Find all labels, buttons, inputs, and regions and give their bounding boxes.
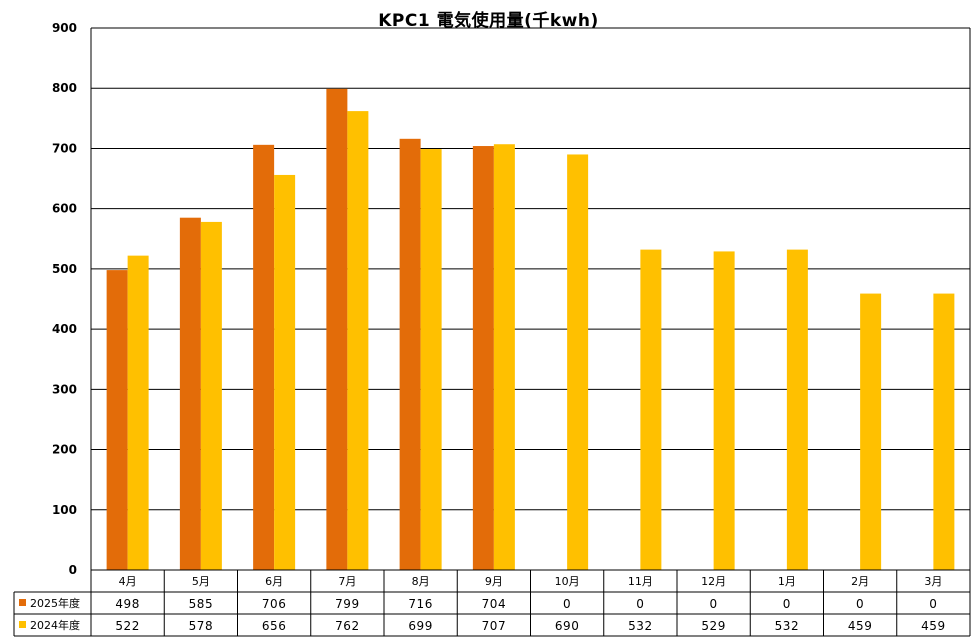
legend-label: 2024年度 bbox=[30, 618, 80, 632]
y-tick-label: 400 bbox=[52, 322, 77, 336]
data-label: 799 bbox=[335, 597, 359, 611]
bar-series2 bbox=[713, 251, 735, 570]
y-tick-label: 500 bbox=[52, 262, 77, 276]
bar-series2 bbox=[420, 149, 442, 570]
bar-series2 bbox=[347, 111, 369, 571]
y-tick-label: 0 bbox=[69, 563, 77, 577]
bar-series2 bbox=[860, 293, 882, 570]
bar-series2 bbox=[274, 174, 296, 571]
data-label: 459 bbox=[921, 619, 945, 633]
data-label: 529 bbox=[701, 619, 725, 633]
data-label: 585 bbox=[189, 597, 213, 611]
x-tick-label: 5月 bbox=[192, 575, 210, 588]
legend-swatch bbox=[19, 599, 26, 606]
data-label: 699 bbox=[408, 619, 432, 633]
legend-swatch bbox=[19, 621, 26, 628]
data-label: 0 bbox=[636, 597, 644, 611]
bar-series1 bbox=[326, 88, 348, 570]
bar-series1 bbox=[253, 144, 275, 570]
y-tick-label: 900 bbox=[52, 21, 77, 35]
data-label: 578 bbox=[189, 619, 213, 633]
data-label: 690 bbox=[555, 619, 579, 633]
x-tick-label: 10月 bbox=[555, 575, 580, 588]
data-label: 0 bbox=[710, 597, 718, 611]
bar-series2 bbox=[493, 144, 515, 570]
x-tick-label: 11月 bbox=[628, 575, 653, 588]
data-label: 716 bbox=[408, 597, 432, 611]
y-tick-label: 800 bbox=[52, 81, 77, 95]
bar-series2 bbox=[933, 293, 955, 570]
data-label: 459 bbox=[848, 619, 872, 633]
data-label: 0 bbox=[563, 597, 571, 611]
bar-series2 bbox=[640, 249, 662, 570]
data-label: 498 bbox=[115, 597, 139, 611]
x-tick-label: 3月 bbox=[924, 575, 942, 588]
data-label: 0 bbox=[783, 597, 791, 611]
data-label: 0 bbox=[929, 597, 937, 611]
legend-label: 2025年度 bbox=[30, 596, 80, 610]
bar-series2 bbox=[127, 255, 149, 570]
x-tick-label: 7月 bbox=[338, 575, 356, 588]
y-tick-label: 700 bbox=[52, 141, 77, 155]
x-tick-label: 8月 bbox=[412, 575, 430, 588]
data-label: 704 bbox=[482, 597, 506, 611]
data-label: 656 bbox=[262, 619, 286, 633]
y-tick-label: 300 bbox=[52, 382, 77, 396]
x-tick-label: 1月 bbox=[778, 575, 796, 588]
data-label: 707 bbox=[482, 619, 506, 633]
x-tick-label: 12月 bbox=[701, 575, 726, 588]
data-label: 532 bbox=[628, 619, 652, 633]
chart-title: KPC1 電気使用量(千kwh) bbox=[378, 11, 599, 31]
data-label: 762 bbox=[335, 619, 359, 633]
bar-series1 bbox=[399, 138, 421, 570]
data-label: 532 bbox=[775, 619, 799, 633]
y-tick-label: 100 bbox=[52, 503, 77, 517]
x-tick-label: 4月 bbox=[119, 575, 137, 588]
bar-series2 bbox=[786, 249, 808, 570]
data-label: 706 bbox=[262, 597, 286, 611]
x-tick-label: 6月 bbox=[265, 575, 283, 588]
data-label: 522 bbox=[115, 619, 139, 633]
bar-series1 bbox=[179, 217, 201, 570]
y-tick-label: 200 bbox=[52, 443, 77, 457]
y-tick-label: 600 bbox=[52, 202, 77, 216]
bar-series1 bbox=[472, 146, 494, 570]
x-tick-label: 2月 bbox=[851, 575, 869, 588]
data-label: 0 bbox=[856, 597, 864, 611]
x-tick-label: 9月 bbox=[485, 575, 503, 588]
bar-series2 bbox=[200, 221, 222, 570]
bar-series2 bbox=[567, 154, 589, 570]
bar-series1 bbox=[106, 270, 128, 570]
